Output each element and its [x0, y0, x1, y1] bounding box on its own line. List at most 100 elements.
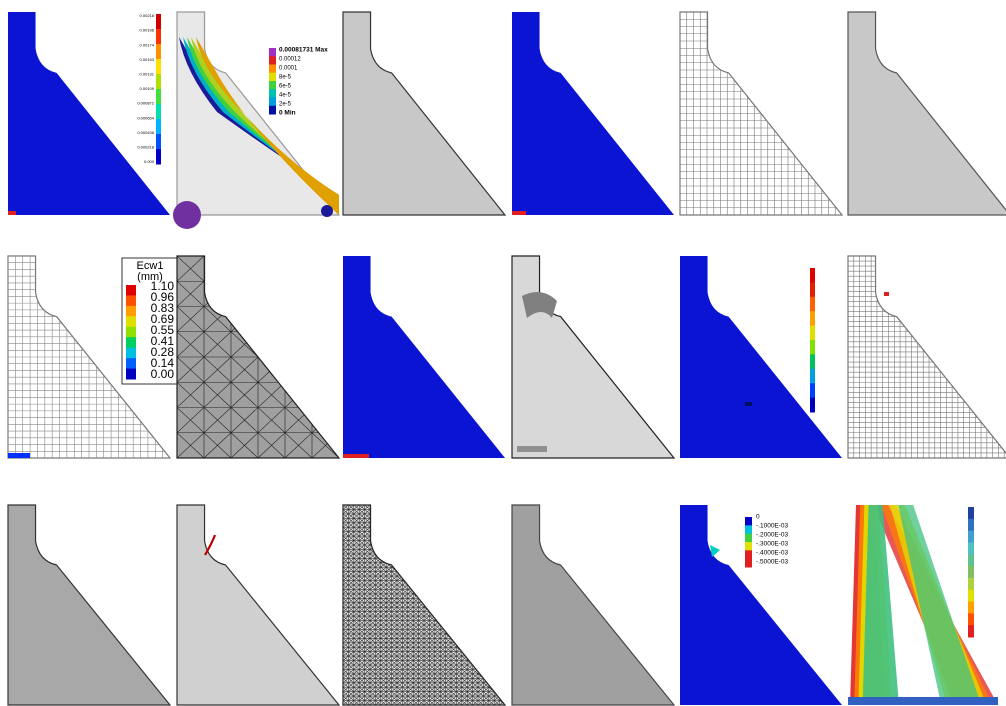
legend-label: -.2000E-03: [756, 532, 789, 539]
colorbar-segment: [126, 337, 136, 348]
colorbar-segment: [810, 340, 815, 355]
colorbar-segment: [156, 89, 161, 105]
legend-label: 0.00012: [279, 57, 301, 63]
colorbar-segment: [269, 89, 276, 98]
colorbar-segment: [968, 519, 974, 531]
colorbar-segment: [810, 326, 815, 341]
base-patch: [512, 211, 526, 215]
colorbar-segment: [126, 316, 136, 327]
dam: [848, 12, 1006, 215]
colorbar-segment: [968, 507, 974, 519]
legend-label: 0.000218: [137, 144, 154, 149]
colorbar-segment: [968, 566, 974, 578]
legend-label: 0 Min: [279, 110, 296, 117]
colorbar-segment: [810, 311, 815, 326]
colorbar-segment: [745, 559, 752, 568]
base-patch: [343, 454, 369, 458]
colorbar-segment: [968, 554, 974, 566]
colorbar-segment: [810, 297, 815, 312]
legend-label: -.1000E-03: [756, 523, 789, 530]
colorbar-segment: [810, 369, 815, 384]
legend-label: 0.0001: [279, 66, 298, 72]
colorbar-segment: [126, 369, 136, 380]
dam: [512, 505, 674, 705]
colorbar-segment: [156, 14, 161, 30]
colorbar-segment: [269, 73, 276, 82]
colorbar-segment: [156, 104, 161, 120]
colorbar-segment: [810, 398, 815, 413]
legend-label: 0.000: [144, 159, 155, 164]
legend-label: 0.00: [151, 367, 175, 381]
hot-spot: [884, 292, 889, 296]
colorbar-segment: [156, 44, 161, 60]
colorbar-segment: [269, 48, 276, 57]
colorbar-segment: [269, 56, 276, 65]
colorbar-segment: [968, 590, 974, 602]
legend-label: 0.00153: [140, 57, 155, 62]
colorbar-segment: [968, 613, 974, 625]
legend-label: 2e-5: [279, 102, 292, 108]
legend-label: 0.00131: [140, 71, 155, 76]
colorbar-segment: [126, 285, 136, 296]
dam: [512, 12, 674, 215]
colorbar-segment: [810, 354, 815, 369]
contour-blob: [173, 201, 201, 229]
legend-label: -.5000E-03: [756, 559, 789, 566]
legend-label: 0.000436: [137, 130, 154, 135]
dam: [177, 505, 339, 705]
contour-blob: [321, 205, 333, 217]
colorbar-segment: [269, 106, 276, 115]
colorbar-segment: [745, 517, 752, 526]
colorbar-segment: [156, 149, 161, 165]
dam: [680, 256, 842, 458]
colorbar-segment: [810, 268, 815, 283]
colorbar-segment: [269, 81, 276, 90]
colorbar-segment: [126, 358, 136, 369]
legend-label: 0: [756, 514, 760, 521]
colorbar-segment: [968, 578, 974, 590]
colorbar-segment: [745, 550, 752, 559]
colorbar-segment: [745, 534, 752, 543]
legend-label: 0.00109: [140, 86, 155, 91]
colorbar-segment: [745, 542, 752, 551]
colorbar-segment: [126, 295, 136, 306]
hot-spot: [745, 402, 752, 406]
legend-label: 8e-5: [279, 75, 292, 81]
legend-label: -.3000E-03: [756, 541, 789, 548]
colorbar-segment: [156, 29, 161, 45]
colorbar-segment: [968, 531, 974, 543]
colorbar-segment: [126, 348, 136, 359]
colorbar-segment: [126, 327, 136, 338]
colorbar-segment: [968, 625, 974, 637]
damage-zone: [517, 446, 547, 452]
colorbar-segment: [810, 282, 815, 297]
colorbar-segment: [745, 525, 752, 534]
legend-label: 0.000872: [137, 101, 154, 106]
crack: [205, 535, 215, 555]
mesh: [848, 256, 1006, 458]
figure: 0.00218 0.00196 0.00174 0.00153 0.00131 0.001…: [0, 0, 1006, 706]
legend-label: 0.00174: [140, 42, 155, 47]
colorbar-segment: [156, 134, 161, 150]
colorbar-segment: [156, 119, 161, 135]
colorbar-segment: [810, 383, 815, 398]
colorbar-segment: [968, 602, 974, 614]
dam: [343, 12, 505, 215]
colorbar-segment: [968, 542, 974, 554]
colorbar-segment: [126, 306, 136, 317]
base-patch: [8, 453, 30, 458]
colorbar-segment: [269, 65, 276, 74]
legend-label: 4e-5: [279, 93, 292, 99]
dam: [343, 256, 505, 458]
page: 0.00218 0.00196 0.00174 0.00153 0.00131 0.001…: [0, 0, 1006, 706]
dam: [8, 505, 170, 705]
legend-label: 6e-5: [279, 84, 292, 90]
base-patch: [8, 211, 16, 215]
legend-label: -.4000E-03: [756, 550, 789, 557]
legend-label: 0.00218: [140, 13, 155, 18]
legend-label: 0.00196: [140, 28, 155, 33]
dam: [512, 256, 674, 458]
legend-label: 0.00081731 Max: [279, 47, 328, 54]
colorbar-segment: [156, 59, 161, 75]
colorbar-segment: [269, 98, 276, 107]
